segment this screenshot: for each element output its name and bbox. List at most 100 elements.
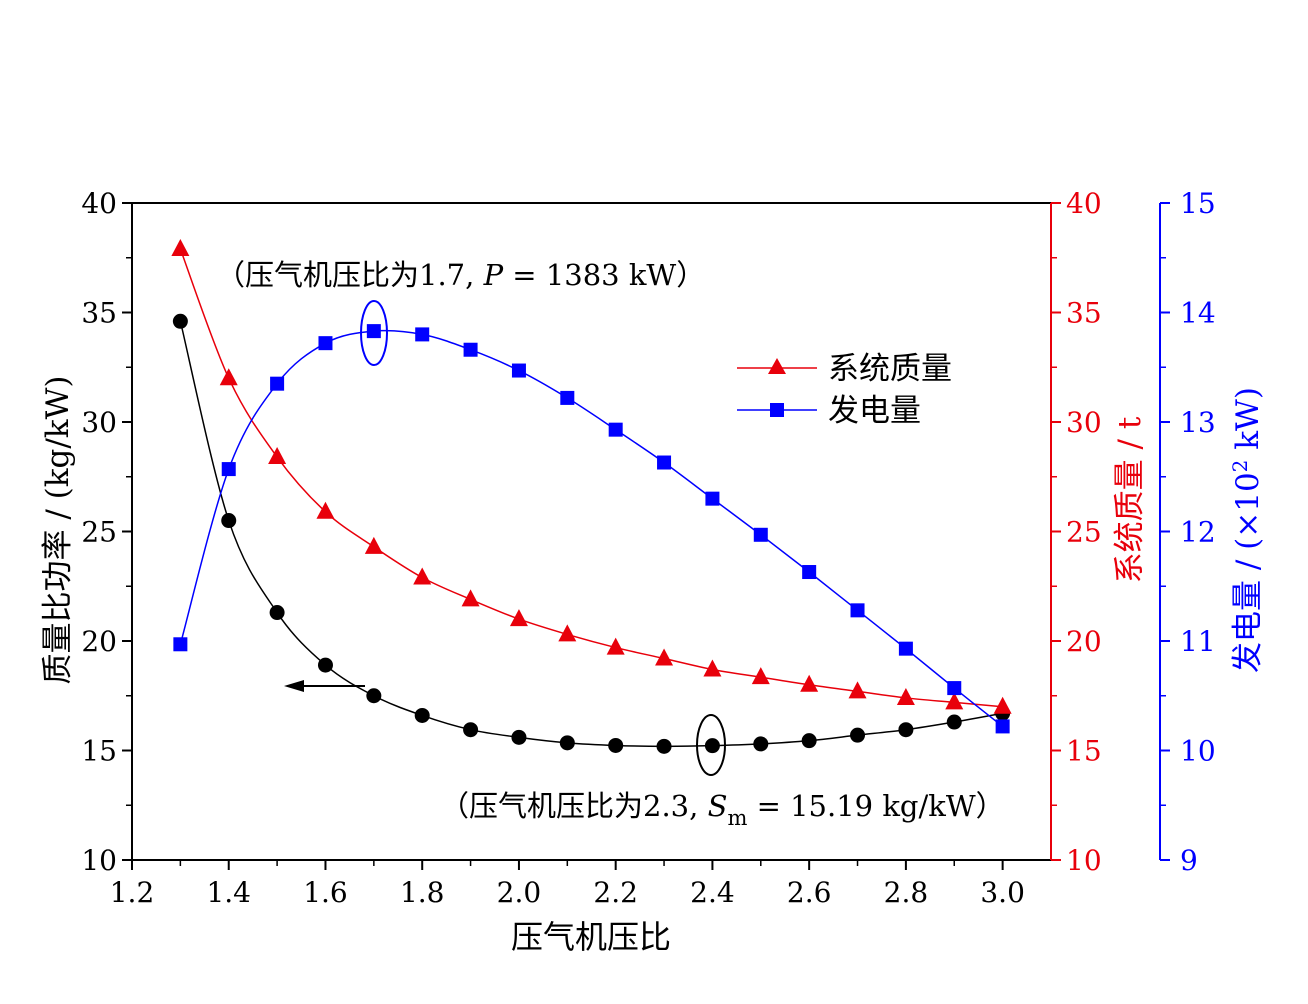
series-circle <box>172 313 1011 754</box>
data-point-triangle <box>364 536 383 554</box>
left-tick-label: 15 <box>81 735 117 768</box>
data-point-square <box>802 565 817 580</box>
legend-item-system-mass: 系统质量 <box>737 351 952 387</box>
x-tick-label: 2.2 <box>593 876 638 909</box>
data-point-circle <box>172 313 188 329</box>
data-point-circle <box>753 736 769 752</box>
data-point-square <box>560 390 575 405</box>
data-point-triangle <box>461 589 480 607</box>
data-point-square <box>318 336 333 351</box>
data-point-circle <box>946 714 962 730</box>
data-point-square <box>850 603 865 618</box>
left-tick-label: 35 <box>81 297 117 330</box>
series-line <box>179 329 1004 727</box>
data-point-triangle <box>558 624 577 642</box>
data-point-square <box>995 719 1010 734</box>
right-blue-tick-label: 14 <box>1180 297 1216 330</box>
data-point-circle <box>850 727 866 743</box>
data-point-triangle <box>945 692 964 710</box>
series-line <box>179 248 1003 708</box>
data-point-square <box>511 363 526 378</box>
data-point-square <box>415 327 430 342</box>
x-tick-label: 1.4 <box>206 876 251 909</box>
data-point-square <box>270 376 285 391</box>
right-red-tick-label: 40 <box>1066 187 1102 220</box>
data-point-circle <box>656 738 672 754</box>
x-tick-label: 2.8 <box>884 876 929 909</box>
left-tick-label: 40 <box>81 187 117 220</box>
data-point-square <box>898 641 913 656</box>
left-axis-label: 质量比功率 / (kg/kW) <box>40 375 76 684</box>
data-point-circle <box>511 729 527 745</box>
data-point-square <box>753 527 768 542</box>
legend-label-power: 发电量 <box>828 393 921 429</box>
data-point-square <box>657 455 672 470</box>
plot-layer <box>171 238 1012 754</box>
x-tick-label: 3.0 <box>980 876 1025 909</box>
x-axis-label: 压气机压比 <box>511 918 671 956</box>
data-point-circle <box>317 657 333 673</box>
data-point-triangle <box>800 674 819 692</box>
data-point-circle <box>366 688 382 704</box>
data-point-triangle <box>268 447 287 465</box>
legend: 系统质量 发电量 <box>737 351 952 429</box>
left-tick-label: 25 <box>81 516 117 549</box>
data-point-circle <box>704 738 720 754</box>
right-red-tick-label: 25 <box>1066 516 1102 549</box>
data-point-triangle <box>316 501 335 519</box>
data-point-circle <box>559 735 575 751</box>
right-blue-tick-label: 15 <box>1180 187 1216 220</box>
right-blue-tick-label: 9 <box>1180 844 1198 877</box>
left-tick-label: 20 <box>81 625 117 658</box>
data-point-square <box>947 681 962 696</box>
data-point-triangle <box>606 637 625 655</box>
data-point-triangle <box>703 659 722 677</box>
data-point-triangle <box>655 648 674 666</box>
data-point-circle <box>463 722 479 738</box>
x-tick-label: 1.8 <box>400 876 445 909</box>
right-red-tick-label: 35 <box>1066 297 1102 330</box>
legend-square-marker <box>770 403 784 417</box>
data-point-square <box>705 491 720 506</box>
right-blue-tick-label: 10 <box>1180 735 1216 768</box>
data-point-triangle <box>993 696 1012 714</box>
right-red-tick-label: 15 <box>1066 735 1102 768</box>
legend-item-power: 发电量 <box>737 393 921 429</box>
data-point-triangle <box>171 238 190 256</box>
x-tick-label: 2.4 <box>690 876 735 909</box>
left-axis-arrow <box>284 680 365 692</box>
annotation-bottom: （压气机压比为2.3, Sm = 15.19 kg/kW） <box>440 789 1005 830</box>
data-point-triangle <box>896 687 915 705</box>
series-triangle <box>171 238 1012 714</box>
left-tick-label: 30 <box>81 406 117 439</box>
right-blue-axis-label: 发电量 / (×102 kW) <box>1228 387 1266 673</box>
axes-layer: 1.2 1.4 1.6 1.8 2.0 2.2 2.4 2.6 2.8 3.0 10 15 20 25 30… <box>81 187 1215 909</box>
right-red-axis-label: 系统质量 / t <box>1112 416 1148 583</box>
data-point-circle <box>414 707 430 723</box>
left-tick-label: 10 <box>81 844 117 877</box>
right-red-tick-label: 20 <box>1066 625 1102 658</box>
x-tick-label: 1.6 <box>303 876 348 909</box>
right-blue-tick-label: 11 <box>1180 625 1216 658</box>
data-point-triangle <box>413 567 432 585</box>
data-point-circle <box>608 737 624 753</box>
data-point-square <box>608 422 623 437</box>
data-point-triangle <box>848 681 867 699</box>
data-point-circle <box>898 722 914 738</box>
data-point-circle <box>801 733 817 749</box>
data-point-square <box>221 462 236 477</box>
right-blue-tick-label: 13 <box>1180 406 1216 439</box>
x-tick-label: 2.0 <box>497 876 542 909</box>
data-point-triangle <box>751 667 770 685</box>
highlight-ellipse-min-specific <box>696 714 726 776</box>
data-point-triangle <box>219 368 238 386</box>
right-red-tick-label: 10 <box>1066 844 1102 877</box>
x-tick-label: 1.2 <box>110 876 155 909</box>
series-square <box>173 324 1010 734</box>
data-point-triangle <box>509 609 528 627</box>
legend-label-system-mass: 系统质量 <box>828 351 952 387</box>
x-tick-label: 2.6 <box>787 876 832 909</box>
data-point-circle <box>221 513 237 529</box>
legend-triangle-marker <box>768 358 786 374</box>
